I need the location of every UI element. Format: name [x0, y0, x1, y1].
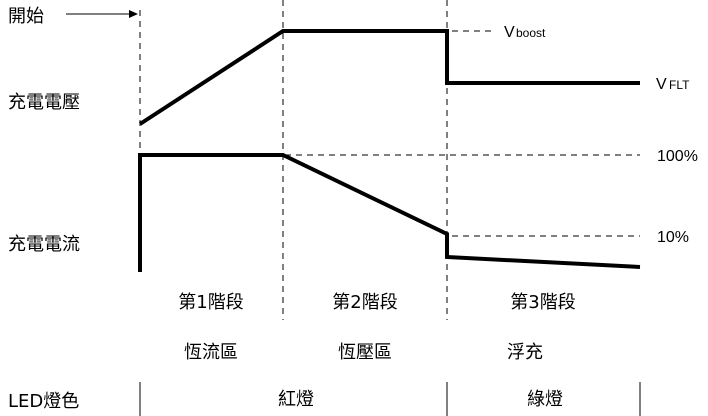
vflt-label-sub: FLT	[669, 78, 690, 92]
region-3-label: 浮充	[507, 342, 543, 363]
region-1-label: 恆流區	[184, 342, 238, 363]
current-curve	[138, 153, 641, 272]
vboost-label-main: V	[504, 24, 515, 41]
pct10-label: 10%	[657, 229, 689, 246]
current-label: 充電電流	[8, 234, 80, 255]
led-label: LED燈色	[8, 391, 79, 412]
voltage-label: 充電電壓	[8, 92, 80, 113]
stage-3-label: 第3階段	[510, 292, 575, 313]
led-red-label: 紅燈	[278, 389, 314, 410]
led-green-label: 綠燈	[527, 389, 563, 410]
vflt-label-main: V	[656, 76, 667, 93]
vboost-label-sub: boost	[516, 26, 546, 40]
start-label: 開始	[8, 6, 44, 27]
pct100-label: 100%	[657, 148, 698, 165]
start-arrow-head	[129, 10, 138, 18]
region-2-label: 恆壓區	[338, 342, 392, 363]
stage-2-label: 第2階段	[332, 292, 397, 313]
stage-1-label: 第1階段	[178, 292, 243, 313]
voltage-curve	[138, 29, 640, 126]
